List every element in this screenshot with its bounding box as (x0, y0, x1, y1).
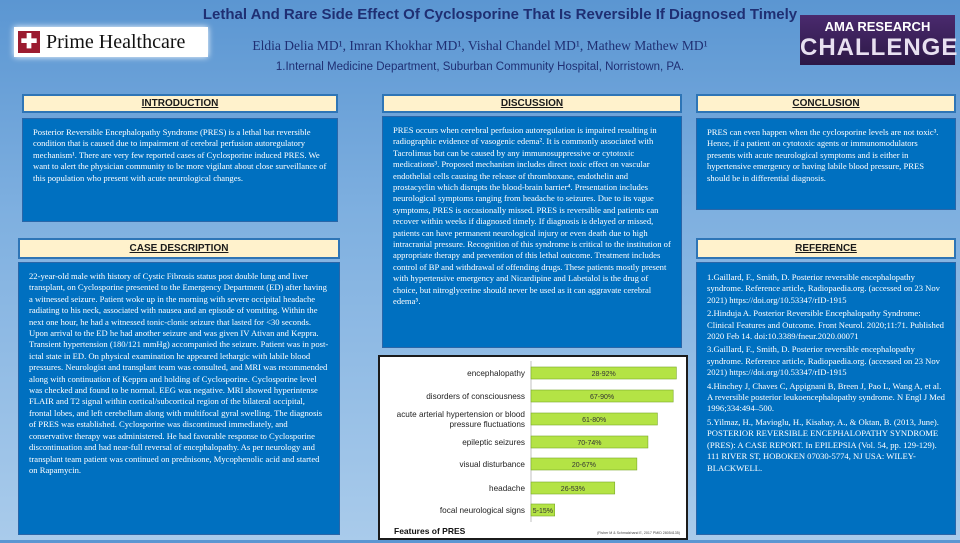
category-label: acute arterial hypertension or blood (397, 410, 526, 419)
reference-text: 2.Hinduja A. Posterior Reversible Enceph… (707, 308, 944, 342)
bar-label: 70-74% (577, 440, 601, 447)
bar (530, 435, 649, 449)
authors: Eldia Delia MD¹, Imran Khokhar MD¹, Vish… (252, 38, 708, 53)
reference-body: 1.Gaillard, F., Smith, D. Posterior reve… (696, 262, 956, 535)
category-label: encephalopathy (467, 369, 526, 378)
category-label: epileptic seizures (462, 438, 525, 447)
conclusion-body: PRES can even happen when the cyclospori… (696, 118, 956, 210)
reference-item: 1.Gaillard, F., Smith, D. Posterior reve… (707, 272, 945, 306)
bar-label: 28-92% (592, 371, 616, 378)
reference-item: 4.Hinchey J, Chaves C, Appignani B, Bree… (707, 381, 945, 415)
introduction-body: Posterior Reversible Encephalopathy Synd… (22, 118, 338, 222)
bar-label: 61-80% (582, 417, 606, 424)
case-body: 22-year-old male with history of Cystic … (18, 262, 340, 535)
bar-label: 26-53% (561, 486, 585, 493)
reference-item: 2.Hinduja A. Posterior Reversible Enceph… (707, 308, 945, 342)
chart-title: Features of PRES (394, 526, 466, 536)
reference-link[interactable]: https://doi.org/10.53347/rID-1915 (729, 294, 847, 305)
reference-text: 4.Hinchey J, Chaves C, Appignani B, Bree… (707, 380, 945, 414)
ama-challenge-logo: AMA RESEARCH CHALLENGE (800, 15, 959, 65)
reference-item: 5.Yilmaz, H., Mavioglu, H., Kisabay, A.,… (707, 417, 945, 474)
bar (530, 412, 658, 426)
affiliation: 1.Internal Medicine Department, Suburban… (275, 61, 685, 73)
features-chart: 28-92% encephalopathy 67-90% disorders of c… (378, 355, 688, 540)
discussion-body: PRES occurs when cerebral perfusion auto… (382, 116, 682, 348)
cross-icon: ✚ (18, 31, 40, 53)
category-label: disorders of consciousness (426, 392, 525, 401)
introduction-heading: INTRODUCTION (22, 94, 338, 113)
reference-text: 3.Gaillard, F., Smith, D. Posterior reve… (707, 344, 940, 378)
logo-text: Prime Healthcare (46, 30, 186, 53)
reference-link[interactable]: https://doi.org/10.53347/rID-1915 (729, 367, 847, 378)
logo-line1: AMA RESEARCH (824, 19, 931, 34)
category-label: visual disturbance (459, 460, 525, 469)
bar (530, 389, 674, 403)
poster-title: Lethal And Rare Side Effect Of Cyclospor… (202, 6, 798, 23)
reference-heading: REFERENCE (696, 238, 956, 259)
category-label: focal neurological signs (440, 506, 525, 515)
conclusion-heading: CONCLUSION (696, 94, 956, 113)
bar (530, 457, 638, 471)
bar (530, 481, 616, 495)
bar-label: 67-90% (590, 394, 614, 401)
bar-label: 20-67% (572, 462, 596, 469)
bar-label: 5-15% (533, 508, 553, 515)
category-label: pressure fluctuations (449, 420, 525, 429)
chart-svg: 28-92% encephalopathy 67-90% disorders of c… (394, 361, 680, 536)
reference-text: 1.Gaillard, F., Smith, D. Posterior reve… (707, 272, 940, 305)
category-label: headache (489, 484, 525, 493)
discussion-heading: DISCUSSION (382, 94, 682, 113)
reference-text: 5.Yilmaz, H., Mavioglu, H., Kisabay, A.,… (707, 416, 939, 473)
prime-healthcare-logo: ✚ Prime Healthcare (14, 27, 208, 57)
logo-line2: CHALLENGE (800, 34, 959, 61)
bar (530, 366, 677, 380)
reference-item: 3.Gaillard, F., Smith, D. Posterior reve… (707, 344, 945, 378)
chart-source: (Fisher M & Schmalzhand E, 2017 PMID 280… (597, 531, 680, 535)
bar (530, 503, 556, 517)
case-heading: CASE DESCRIPTION (18, 238, 340, 259)
